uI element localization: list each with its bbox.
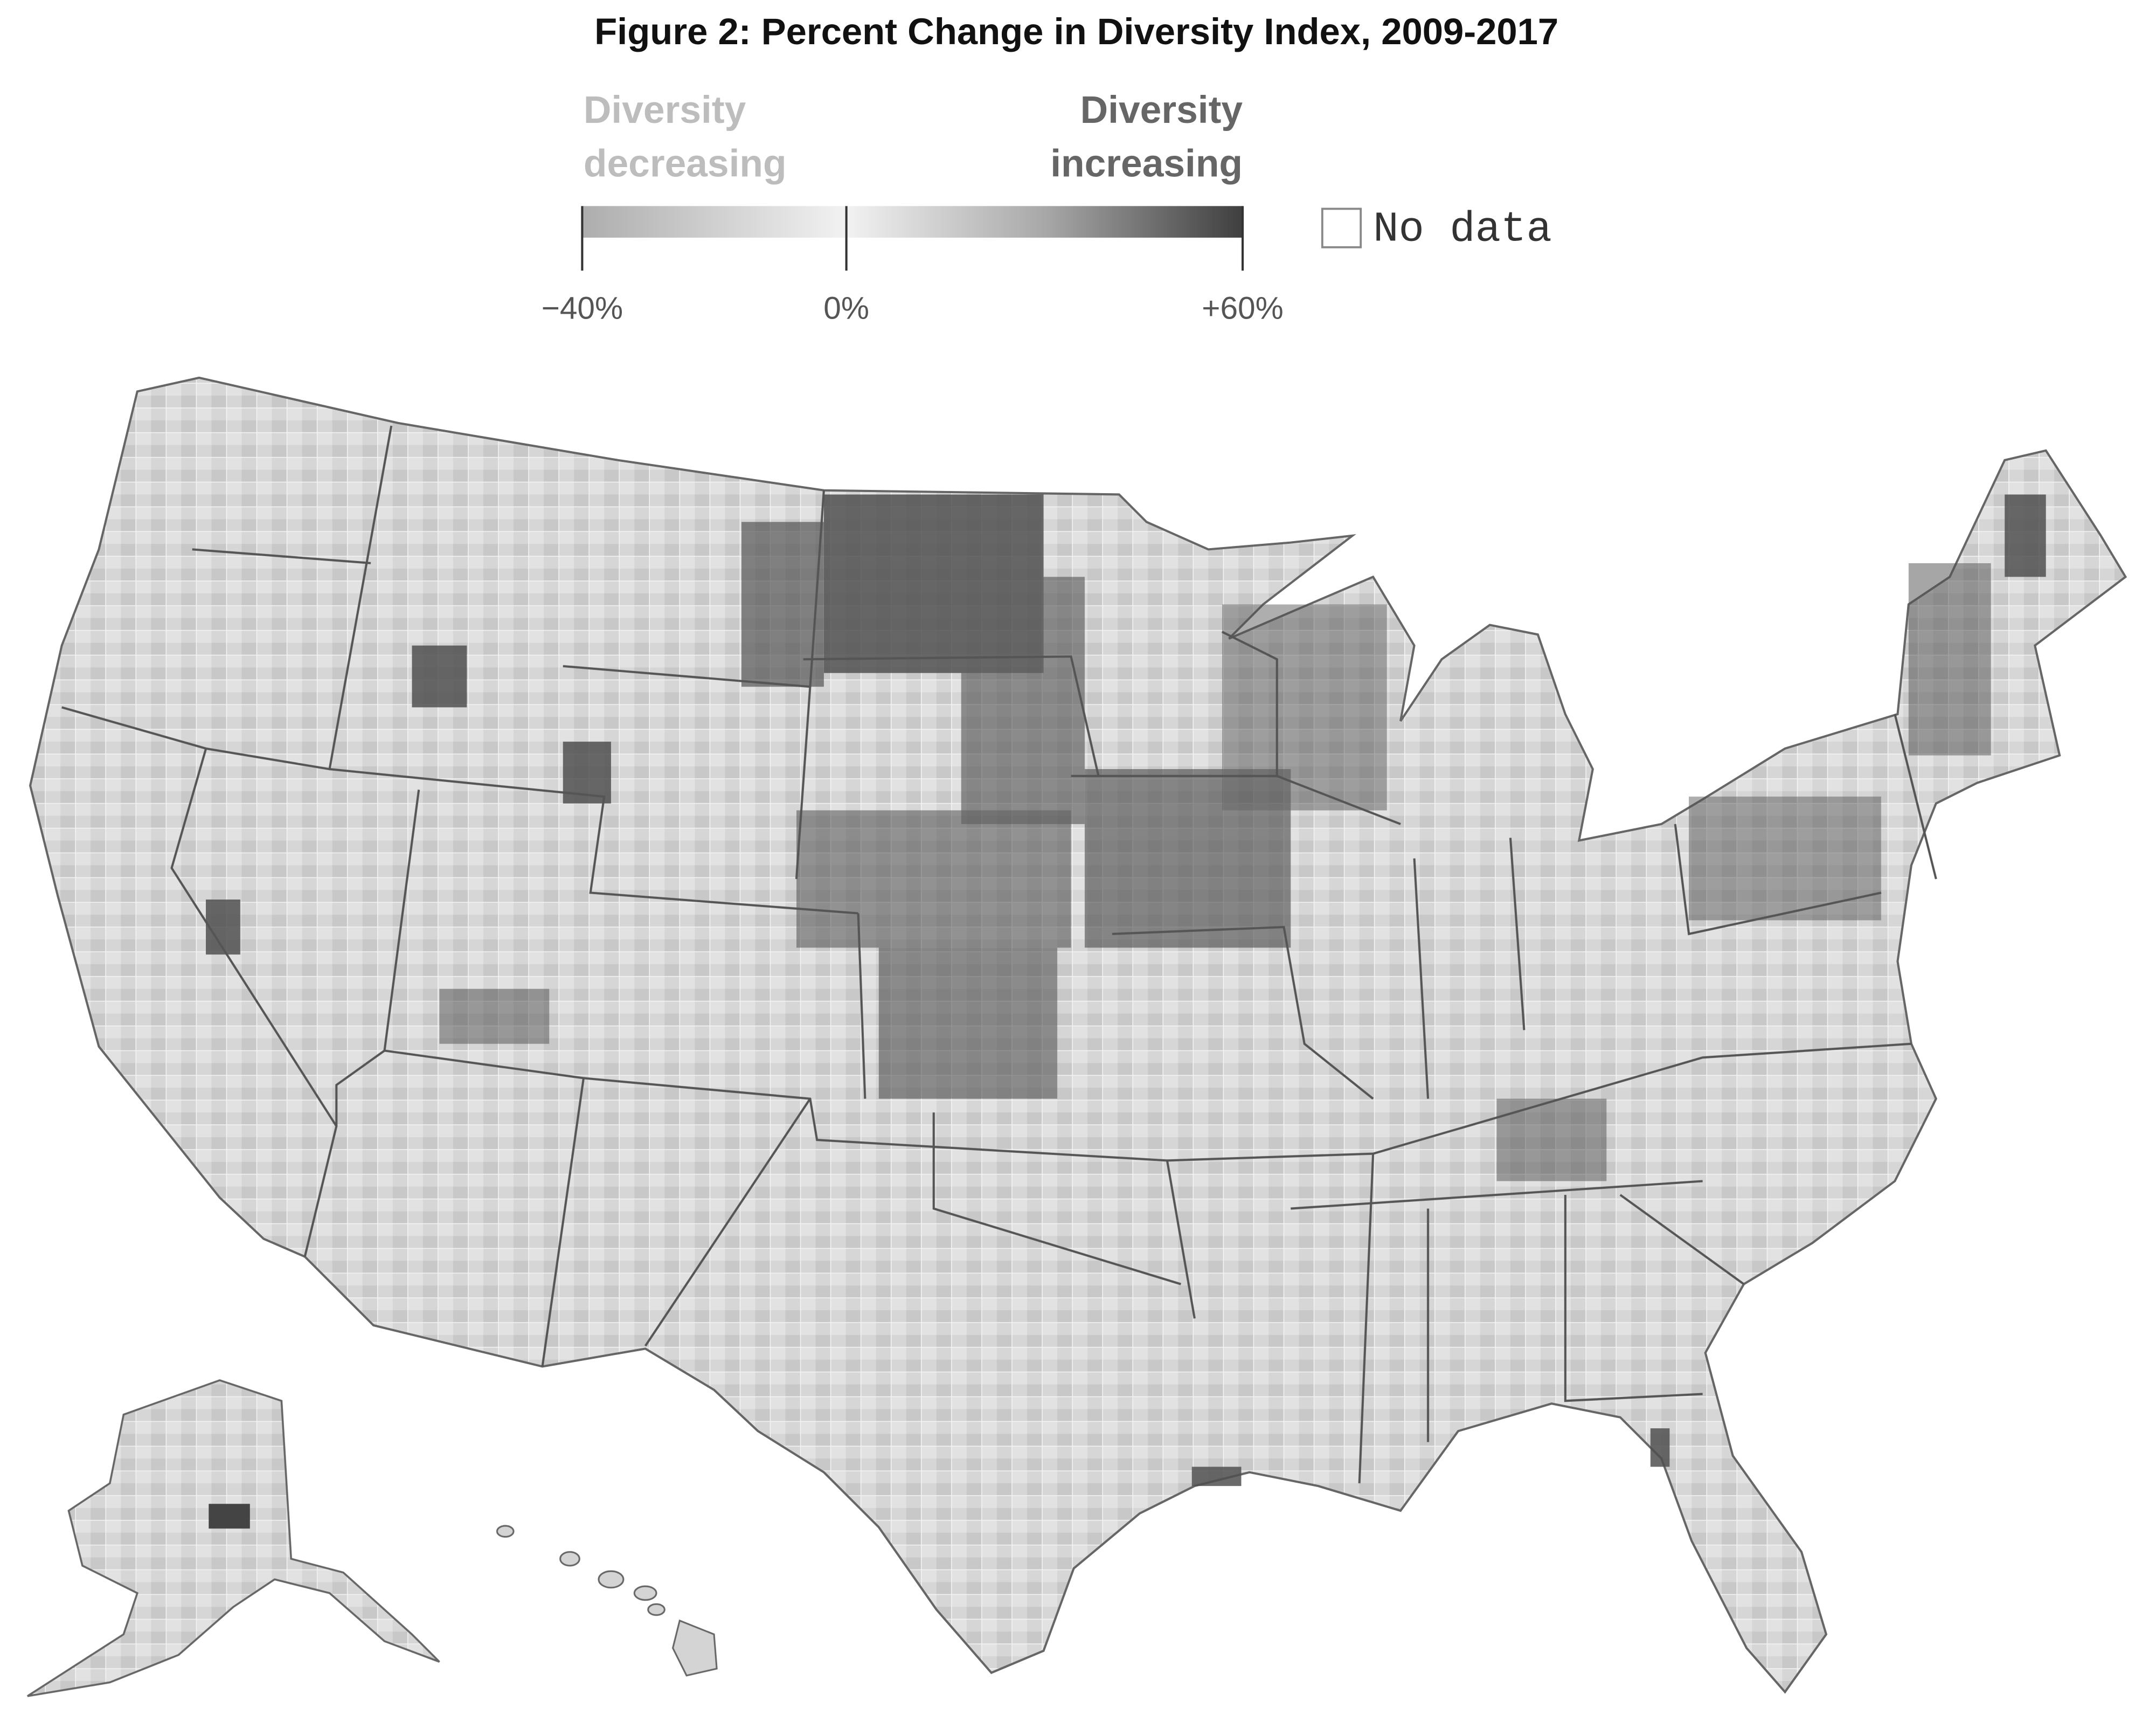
legend-increasing-label: increasing [1050, 142, 1243, 185]
color-scale: −40% 0% +60% [542, 206, 1284, 326]
legend-decreasing-label: decreasing [584, 142, 787, 185]
map [26, 376, 2127, 1697]
scale-bar-decreasing [582, 206, 847, 238]
scale-bar-increasing [846, 206, 1243, 238]
hawaii [496, 1525, 718, 1677]
legend-decreasing-label: Diversity [584, 88, 746, 132]
no-data-label: No data [1373, 205, 1552, 254]
shading [209, 1504, 250, 1529]
scale-tick-label: +60% [1202, 291, 1284, 326]
scale-tick-label: −40% [542, 291, 623, 326]
state-borders [61, 425, 1937, 1484]
contiguous-us [29, 376, 2127, 1694]
scale-tick-label: 0% [823, 291, 869, 326]
alaska [26, 1379, 440, 1697]
no-data-swatch [1321, 208, 1362, 248]
legend-increasing-label: Diversity [1080, 88, 1243, 132]
title: Figure 2: Percent Change in Diversity In… [594, 11, 1558, 52]
